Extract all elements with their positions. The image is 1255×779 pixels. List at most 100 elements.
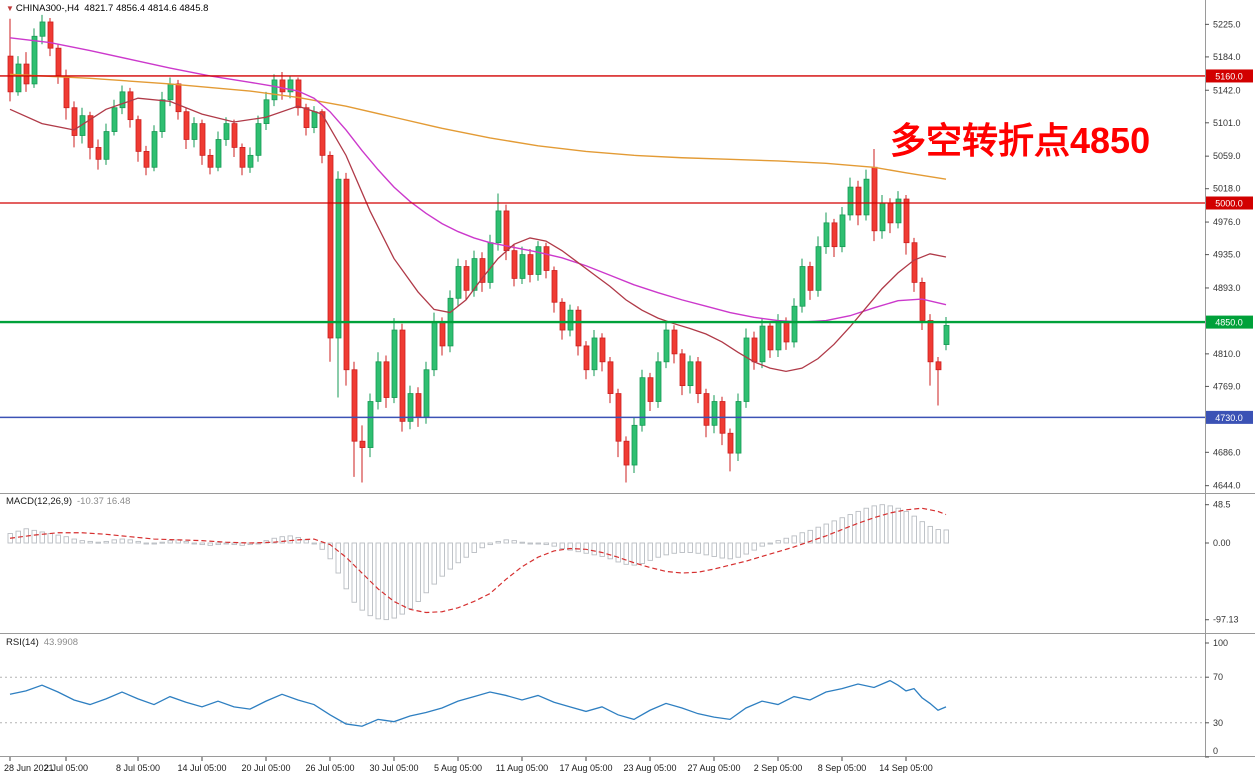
candle-down [351, 369, 358, 442]
macd-bar [199, 542, 205, 546]
candle-down [887, 202, 894, 224]
macd-bar [911, 515, 917, 544]
macd-bar [47, 533, 53, 544]
macd-bar [351, 542, 357, 603]
candle-up [431, 321, 438, 371]
macd-bar [871, 505, 877, 544]
candle-down [599, 337, 606, 363]
macd-panel-surface[interactable] [0, 494, 1205, 633]
macd-bar [391, 542, 397, 619]
candle-up [375, 361, 382, 402]
macd-bar [527, 542, 533, 545]
candle-down [295, 79, 302, 109]
symbol-header: ▼ CHINA300-,H4 4821.7 4856.4 4814.6 4845.8 [6, 3, 208, 14]
candle-up [215, 139, 222, 168]
macd-bar [663, 542, 669, 556]
macd-bar [903, 510, 909, 544]
symbol-dropdown-icon[interactable]: ▼ [6, 4, 14, 13]
macd-bar [447, 542, 453, 570]
price-tick-label: 5142.0 [1213, 85, 1241, 95]
macd-bar [535, 542, 541, 545]
price-tick-label: 4769.0 [1213, 381, 1241, 391]
candle-down [807, 266, 814, 291]
macd-bar [815, 526, 821, 544]
rsi-panel-surface[interactable] [0, 635, 1205, 756]
candle-up [15, 63, 22, 93]
macd-bar [719, 542, 725, 559]
candle-down [767, 325, 774, 351]
candle-up [487, 242, 494, 283]
candle-down [303, 107, 310, 128]
candle-up [815, 246, 822, 291]
time-axis-label: 20 Jul 05:00 [241, 763, 291, 773]
macd-bar [655, 542, 661, 558]
candle-up [655, 361, 662, 402]
macd-bar [879, 504, 885, 544]
macd-bar [783, 537, 789, 544]
macd-bar [735, 542, 741, 558]
macd-indicator-name: MACD(12,26,9) [6, 496, 72, 507]
candle-down [63, 75, 70, 109]
rsi-indicator-name: RSI(14) [6, 637, 39, 648]
candle-down [751, 337, 758, 363]
macd-bar [559, 542, 565, 549]
candle-up [823, 222, 830, 248]
macd-bar [103, 540, 109, 544]
candle-up [799, 266, 806, 307]
candle-down [327, 154, 334, 339]
candle-down [783, 321, 790, 343]
macd-bar [551, 542, 557, 547]
macd-bar [703, 542, 709, 556]
candle-up [247, 154, 254, 168]
candle-down [143, 150, 150, 168]
time-axis-label: 11 Aug 05:00 [495, 763, 549, 773]
price-tick-label: 4935.0 [1213, 250, 1241, 260]
candle-down [623, 440, 630, 466]
price-tag-label: 5160.0 [1215, 71, 1243, 81]
macd-bar [383, 542, 389, 621]
macd-bar [207, 542, 213, 546]
candle-down [903, 198, 910, 244]
macd-bar [495, 540, 501, 544]
price-tag-5000.0: 5000.0 [1206, 196, 1253, 210]
macd-bar [863, 507, 869, 544]
macd-bar [423, 542, 429, 594]
candle-down [551, 270, 558, 303]
macd-bar [519, 541, 525, 544]
macd-bar [751, 542, 757, 551]
macd-bar [631, 542, 637, 566]
macd-bar [799, 532, 805, 544]
candle-down [47, 21, 54, 49]
macd-bar [463, 542, 469, 558]
time-axis[interactable]: 28 Jun 2021 2 Jul 05:00 8 Jul 05:00 14 Jul … [0, 757, 1205, 779]
candle-down [127, 91, 134, 121]
candle-up [879, 202, 886, 232]
time-axis-label: 23 Aug 05:00 [623, 763, 677, 773]
candle-down [55, 47, 62, 77]
time-axis-label: 2 Sep 05:00 [753, 763, 803, 773]
candle-down [543, 246, 550, 271]
macd-bar [639, 542, 645, 564]
rsi-scale-label: 0 [1213, 746, 1218, 756]
macd-bar [791, 535, 797, 544]
candle-down [671, 329, 678, 355]
macd-bar [599, 542, 605, 557]
macd-bar [503, 539, 509, 544]
macd-bar [927, 525, 933, 544]
macd-bar [55, 534, 61, 544]
ma-fast-darkred [9, 97, 947, 372]
macd-bar [39, 531, 45, 544]
candle-up [839, 214, 846, 248]
candle-up [271, 79, 278, 101]
macd-bar [335, 542, 341, 574]
macd-bar [151, 542, 157, 545]
candle-up [151, 131, 158, 168]
macd-bar [919, 521, 925, 544]
candle-down [727, 432, 734, 454]
macd-bar [95, 541, 101, 544]
macd-bar [679, 542, 685, 553]
macd-bar [327, 542, 333, 560]
candle-down [559, 301, 566, 331]
chart-annotation: 多空转折点4850 [890, 120, 1151, 161]
